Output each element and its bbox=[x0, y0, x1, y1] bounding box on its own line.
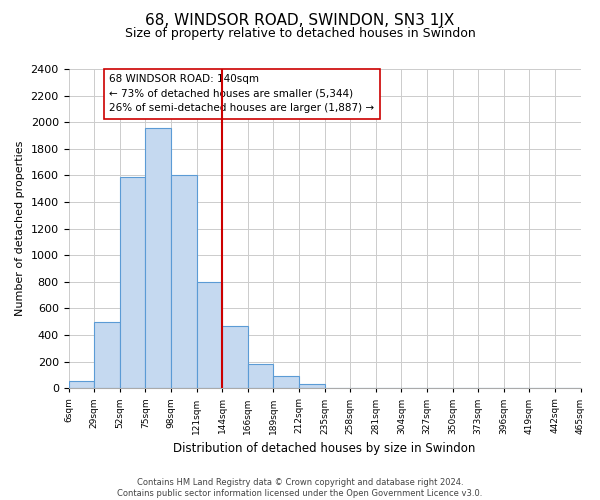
Text: Size of property relative to detached houses in Swindon: Size of property relative to detached ho… bbox=[125, 28, 475, 40]
Bar bbox=[120, 177, 145, 388]
Bar bbox=[94, 322, 120, 388]
Bar bbox=[299, 384, 325, 388]
Bar bbox=[145, 128, 171, 388]
Text: Contains HM Land Registry data © Crown copyright and database right 2024.
Contai: Contains HM Land Registry data © Crown c… bbox=[118, 478, 482, 498]
X-axis label: Distribution of detached houses by size in Swindon: Distribution of detached houses by size … bbox=[173, 442, 476, 455]
Text: 68 WINDSOR ROAD: 140sqm
← 73% of detached houses are smaller (5,344)
26% of semi: 68 WINDSOR ROAD: 140sqm ← 73% of detache… bbox=[109, 74, 374, 114]
Text: 68, WINDSOR ROAD, SWINDON, SN3 1JX: 68, WINDSOR ROAD, SWINDON, SN3 1JX bbox=[145, 12, 455, 28]
Bar bbox=[222, 326, 248, 388]
Bar bbox=[171, 176, 197, 388]
Bar bbox=[197, 282, 222, 389]
Bar bbox=[68, 381, 94, 388]
Bar bbox=[248, 364, 274, 388]
Bar bbox=[274, 376, 299, 388]
Y-axis label: Number of detached properties: Number of detached properties bbox=[15, 141, 25, 316]
